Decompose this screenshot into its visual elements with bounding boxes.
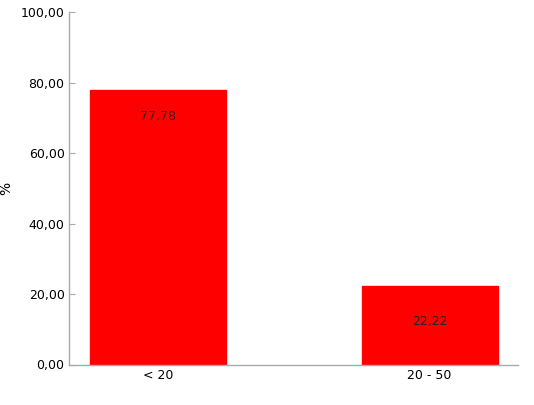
- Y-axis label: %: %: [0, 182, 14, 195]
- Bar: [362, 286, 498, 364]
- Bar: [90, 90, 226, 364]
- Text: 22,22: 22,22: [412, 315, 447, 328]
- Text: 77,78: 77,78: [140, 110, 176, 123]
